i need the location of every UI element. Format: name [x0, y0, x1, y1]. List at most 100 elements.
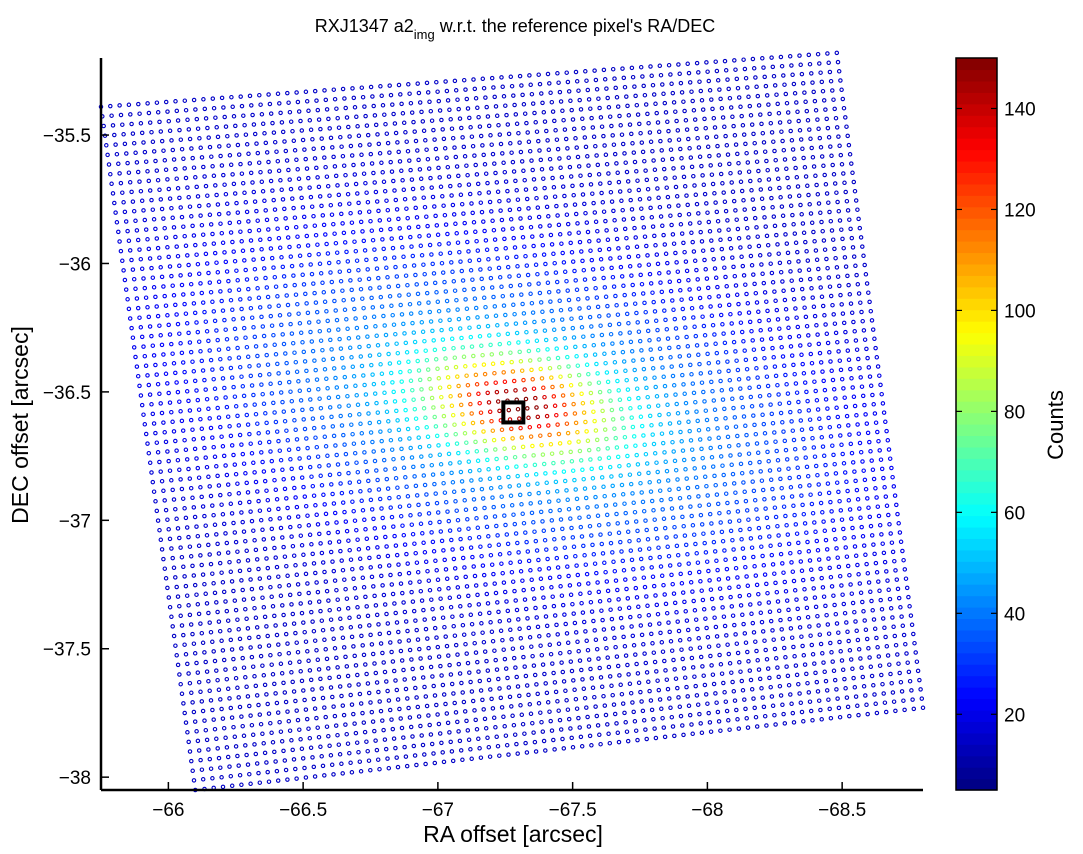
data-point	[837, 358, 843, 363]
data-point	[810, 370, 816, 375]
data-point	[652, 167, 658, 173]
data-point	[691, 315, 696, 320]
data-point	[269, 662, 274, 667]
data-point	[720, 397, 726, 402]
data-point	[237, 568, 243, 574]
data-point	[771, 139, 776, 144]
data-point	[154, 440, 160, 445]
data-point	[852, 188, 858, 194]
data-point	[547, 365, 553, 371]
data-point	[797, 484, 803, 489]
data-point	[715, 426, 720, 431]
data-point	[730, 114, 735, 120]
data-point	[581, 619, 587, 625]
data-point	[828, 359, 833, 364]
data-point	[436, 165, 441, 171]
data-point	[654, 110, 659, 116]
data-point	[413, 416, 419, 421]
data-point	[364, 469, 370, 474]
data-point	[271, 400, 276, 406]
data-point	[319, 686, 324, 691]
data-point	[406, 638, 412, 643]
data-point	[301, 417, 306, 422]
data-point	[579, 391, 584, 397]
data-point	[405, 426, 411, 432]
data-point	[712, 473, 717, 479]
data-point	[845, 348, 851, 353]
data-point	[503, 455, 509, 461]
data-point	[464, 96, 470, 102]
data-point	[167, 468, 173, 473]
data-point	[311, 146, 316, 152]
data-point	[688, 580, 694, 585]
data-point	[190, 495, 195, 501]
data-point	[603, 152, 609, 158]
data-point	[898, 605, 903, 610]
data-point	[853, 478, 858, 484]
data-point	[315, 107, 321, 113]
data-point	[666, 128, 671, 134]
data-point	[868, 308, 874, 314]
data-point	[702, 474, 708, 480]
data-point	[301, 552, 306, 558]
data-point	[123, 287, 129, 292]
data-point	[730, 189, 736, 195]
data-point	[774, 448, 779, 454]
data-point	[787, 54, 793, 59]
data-point	[871, 476, 877, 482]
data-point	[447, 662, 452, 668]
data-point	[159, 342, 165, 348]
data-point	[215, 202, 221, 207]
data-point	[245, 558, 251, 563]
data-point	[800, 361, 805, 367]
data-point	[575, 572, 581, 578]
data-point	[155, 381, 161, 387]
data-point	[784, 166, 789, 172]
data-point	[287, 312, 292, 317]
data-point	[404, 417, 410, 422]
data-point	[623, 368, 628, 374]
data-point	[536, 138, 541, 144]
data-point	[853, 553, 859, 559]
data-point	[330, 289, 336, 294]
data-point	[451, 623, 456, 629]
data-point	[389, 447, 395, 452]
data-point	[196, 271, 202, 277]
data-point	[604, 645, 609, 651]
data-point	[433, 491, 438, 496]
data-point	[842, 535, 847, 541]
data-point	[337, 336, 342, 342]
data-point	[568, 240, 573, 246]
data-point	[873, 345, 878, 351]
data-point	[403, 340, 409, 346]
data-point	[333, 240, 339, 246]
data-point	[854, 487, 860, 493]
data-point	[423, 138, 428, 143]
data-point	[782, 157, 788, 162]
data-point	[202, 106, 208, 112]
data-point	[224, 337, 230, 342]
data-point	[721, 614, 727, 619]
data-point	[890, 549, 896, 555]
data-point	[642, 158, 647, 164]
data-point	[235, 345, 240, 351]
data-point	[618, 123, 623, 128]
data-point	[510, 369, 516, 374]
data-point	[257, 440, 263, 446]
data-point	[849, 235, 855, 241]
data-point	[653, 384, 658, 390]
data-point	[632, 84, 637, 89]
data-point	[749, 188, 754, 193]
data-point	[317, 328, 323, 334]
data-point	[527, 215, 533, 221]
data-point	[249, 383, 255, 388]
data-point	[194, 320, 199, 325]
data-point	[210, 231, 215, 237]
data-point	[725, 359, 730, 364]
data-point	[299, 610, 305, 616]
data-point	[393, 197, 399, 203]
data-point	[301, 282, 307, 287]
data-point	[585, 438, 591, 444]
data-point	[351, 508, 356, 514]
data-point	[706, 360, 712, 366]
